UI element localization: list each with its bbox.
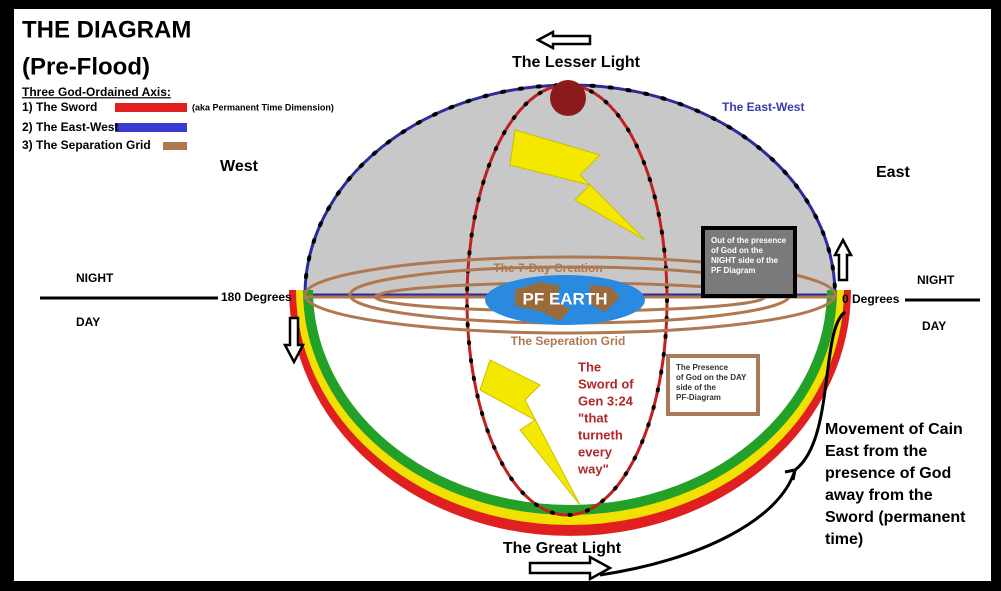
- legend-swatch: [163, 142, 187, 150]
- legend-heading: Three God-Ordained Axis:: [22, 85, 171, 99]
- west: West: [220, 158, 259, 175]
- east-west-label: The East-West: [722, 100, 804, 114]
- cain-line: presence of God: [825, 465, 951, 482]
- legend-swatch: [115, 123, 187, 132]
- lesser-light-label: The Lesser Light: [512, 54, 641, 71]
- legend-label: 1) The Sword: [22, 100, 97, 114]
- creation-label: The 7-Day Creation: [493, 261, 602, 275]
- diagram: THE DIAGRAM (Pre-Flood) Three God-Ordain…: [0, 0, 1001, 591]
- day-box-line: PF-Diagram: [676, 393, 721, 402]
- legend-label: 3) The Separation Grid: [22, 138, 151, 152]
- degree-label: 180 Degrees: [221, 290, 292, 304]
- lesser-light: [550, 80, 586, 116]
- night-label: NIGHT: [917, 273, 955, 287]
- day-box-line: The Presence: [676, 363, 729, 372]
- earth-label: PF EARTH: [523, 289, 608, 308]
- day-box-line: of God on the DAY: [676, 373, 747, 382]
- legend-label: 2) The East-West: [22, 120, 118, 134]
- night-box-line: PF Diagram: [711, 266, 755, 275]
- title: THE DIAGRAM: [22, 16, 191, 43]
- degree-label: 0 Degrees: [842, 292, 900, 306]
- night-box-line: NIGHT side of the: [711, 256, 779, 265]
- day-box-line: side of the: [676, 383, 717, 392]
- sword-line: Sword of: [578, 376, 634, 391]
- sword-line: turneth: [578, 427, 623, 442]
- grid-label: The Seperation Grid: [511, 334, 626, 348]
- east: East: [876, 164, 910, 181]
- sword-line: The: [578, 359, 601, 374]
- cain-line: time): [825, 531, 863, 548]
- legend-swatch: [115, 103, 187, 112]
- cain-line: away from the: [825, 487, 933, 504]
- sword-line: way": [577, 461, 609, 476]
- subtitle: (Pre-Flood): [22, 53, 150, 80]
- sword-line: "that: [578, 410, 609, 425]
- sword-line: every: [578, 444, 613, 459]
- cain-line: Sword (permanent: [825, 509, 966, 526]
- cain-line: East from the: [825, 443, 927, 460]
- day-label: DAY: [922, 319, 946, 333]
- cain-line: Movement of Cain: [825, 421, 963, 438]
- night-box-line: of God on the: [711, 246, 764, 255]
- day-label: DAY: [76, 315, 100, 329]
- night-box-line: Out of the presence: [711, 236, 787, 245]
- legend-note: (aka Permanent Time Dimension): [192, 102, 334, 112]
- night-label: NIGHT: [76, 271, 114, 285]
- great-light-label: The Great Light: [503, 540, 622, 557]
- sword-line: Gen 3:24: [578, 393, 634, 408]
